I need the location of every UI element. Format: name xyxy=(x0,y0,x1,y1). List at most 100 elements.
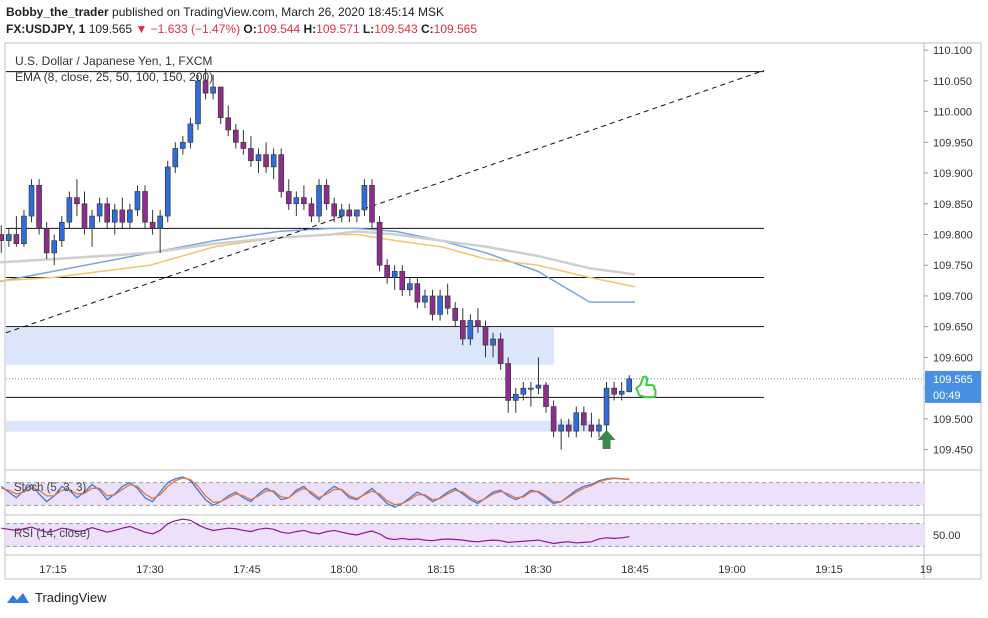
ema-layer xyxy=(0,227,636,303)
candle-body-18 xyxy=(134,191,141,211)
annotations-layer xyxy=(597,375,657,449)
down-arrow-icon: ▼ xyxy=(135,22,148,36)
candle-body-17 xyxy=(127,209,133,223)
candle-body-54 xyxy=(407,283,413,291)
close-value: 109.565 xyxy=(433,22,478,36)
candle-body-70 xyxy=(528,387,534,390)
up-arrow-icon xyxy=(597,430,616,449)
candle-body-48 xyxy=(361,185,368,211)
time-tick-label-3: 18:00 xyxy=(330,564,358,576)
price-axis[interactable]: 110.100 110.050 110.000 109.950 109.900 109.8… xyxy=(924,45,981,457)
symbol-label: FX:USDJPY, 1 xyxy=(6,22,86,36)
price-tick-label-5: 109.850 xyxy=(933,199,973,211)
rsi-line xyxy=(1,518,630,545)
candle-body-26 xyxy=(195,80,201,125)
candle-body-28 xyxy=(210,86,216,94)
trendline-layer xyxy=(5,69,765,334)
ema-legend: EMA (8, close, 25, 50, 100, 150, 200) xyxy=(15,70,213,84)
candle-body-63 xyxy=(475,320,481,327)
candle-body-35 xyxy=(263,154,269,168)
symbol-legend-title: U.S. Dollar / Japanese Yen, 1, FXCM xyxy=(15,54,212,68)
candle-body-51 xyxy=(384,264,390,278)
price-change: −1.633 (−1.47%) xyxy=(150,22,241,36)
last-price-tag xyxy=(925,370,981,403)
candle-body-23 xyxy=(172,148,179,168)
rsi-pane: 50.00 xyxy=(1,518,961,547)
candle-body-44 xyxy=(331,203,337,217)
candle-body-57 xyxy=(429,295,436,315)
time-axis[interactable]: 17:15 17:30 17:45 18:00 18:15 18:30 18:45 19:00… xyxy=(39,564,932,576)
close-label: C: xyxy=(420,22,434,36)
candle-body-22 xyxy=(164,166,171,217)
candle-body-56 xyxy=(422,295,428,303)
candle-body-79 xyxy=(596,424,602,432)
time-tick-label-0: 17:15 xyxy=(39,564,67,576)
author-name[interactable]: Bobby_the_trader xyxy=(6,5,109,19)
candle-body-0 xyxy=(0,234,5,241)
rsi-band xyxy=(6,523,924,547)
time-tick-label-9: 19 xyxy=(920,564,932,576)
candle-body-72 xyxy=(543,384,549,407)
time-tick-label-2: 17:45 xyxy=(233,564,261,576)
candle-body-47 xyxy=(354,209,360,217)
candle-body-65 xyxy=(490,338,496,346)
candle-body-71 xyxy=(535,384,542,389)
candle-body-59 xyxy=(444,295,451,309)
candle-body-20 xyxy=(149,221,156,229)
time-tick-label-6: 18:45 xyxy=(621,564,649,576)
time-tick-label-1: 17:30 xyxy=(136,564,164,576)
low-value: 109.543 xyxy=(374,22,418,36)
candle-body-10 xyxy=(74,197,80,205)
candle-body-16 xyxy=(119,209,126,223)
tradingview-logo-icon xyxy=(7,592,29,603)
candle-body-62 xyxy=(467,320,474,340)
candle-body-74 xyxy=(558,424,564,432)
candle-body-80 xyxy=(603,387,610,426)
price-tick-label-12: 109.500 xyxy=(933,414,973,426)
candle-body-45 xyxy=(338,209,345,217)
publish-header: Bobby_the_trader published on TradingVie… xyxy=(6,4,477,38)
candle-body-4 xyxy=(28,185,35,217)
outer-border xyxy=(4,42,982,580)
low-label: L: xyxy=(362,22,375,36)
candle-body-61 xyxy=(459,320,466,340)
candle-body-3 xyxy=(21,215,27,245)
zones-layer xyxy=(6,327,592,432)
candle-body-69 xyxy=(520,387,527,395)
ema-line-gray xyxy=(0,230,636,276)
thumbs-up-icon xyxy=(635,375,657,399)
candle-body-38 xyxy=(285,191,292,205)
candle-body-12 xyxy=(89,215,95,229)
candle-body-34 xyxy=(255,154,262,162)
candle-body-75 xyxy=(565,424,572,432)
candle-body-15 xyxy=(111,209,118,223)
candle-body-66 xyxy=(497,338,504,364)
tradingview-footer[interactable]: TradingView xyxy=(6,590,107,605)
candle-body-9 xyxy=(66,197,73,223)
stoch-k-line xyxy=(0,476,630,509)
price-tick-label-4: 109.900 xyxy=(933,168,973,180)
symbol-row: FX:USDJPY, 1 109.565 ▼ −1.633 (−1.47%) O… xyxy=(6,21,477,38)
support-zone-1 xyxy=(6,420,592,432)
countdown-timer: 00:49 xyxy=(933,390,961,402)
candle-body-68 xyxy=(512,393,519,401)
candle-body-77 xyxy=(581,412,587,426)
price-tick-label-7: 109.750 xyxy=(933,260,973,272)
time-tick-label-7: 19:00 xyxy=(718,564,746,576)
time-tick-label-5: 18:30 xyxy=(524,564,552,576)
stoch-pane xyxy=(0,476,924,509)
candle-body-21 xyxy=(157,215,163,229)
candle-body-46 xyxy=(346,209,353,217)
candle-body-39 xyxy=(293,197,300,205)
candle-body-53 xyxy=(399,271,406,291)
candle-body-30 xyxy=(225,117,232,131)
candle-body-67 xyxy=(505,363,511,401)
candles-layer xyxy=(0,68,633,450)
stoch-legend: Stoch (5, 3, 3) xyxy=(14,482,86,494)
candle-body-37 xyxy=(278,154,285,192)
high-label: H: xyxy=(303,22,317,36)
candle-body-73 xyxy=(550,406,557,432)
candle-body-14 xyxy=(104,203,110,223)
price-tick-label-2: 110.000 xyxy=(933,107,972,119)
